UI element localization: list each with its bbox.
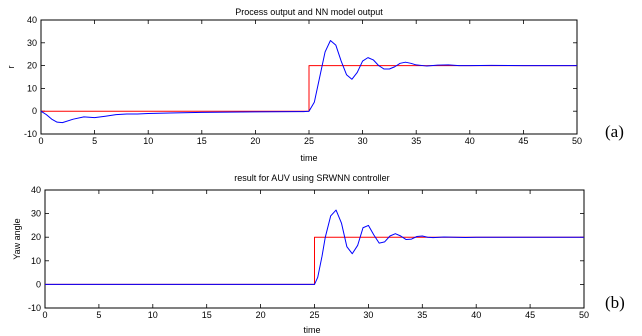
chart-b-y-tick-label: 30 bbox=[31, 209, 41, 219]
chart-a-x-ticks: 0 5 10 15 20 25 30 35 40 45 50 bbox=[38, 20, 582, 146]
chart-b-xlabel: time bbox=[303, 325, 320, 335]
chart-a-x-tick-label: 5 bbox=[92, 136, 97, 146]
chart-b-x-tick-label: 50 bbox=[579, 310, 589, 320]
chart-a: Process output and NN model output time … bbox=[6, 7, 624, 163]
chart-b-x-tick-label: 5 bbox=[96, 310, 101, 320]
chart-b-x-tick-label: 35 bbox=[417, 310, 427, 320]
chart-b-y-tick-label: 10 bbox=[31, 256, 41, 266]
chart-a-x-tick-label: 20 bbox=[250, 136, 260, 146]
chart-a-xlabel: time bbox=[300, 153, 317, 163]
chart-b-x-tick-label: 30 bbox=[363, 310, 373, 320]
chart-a-x-tick-label: 25 bbox=[304, 136, 314, 146]
chart-a-ylabel: r bbox=[6, 66, 16, 69]
chart-a-y-tick-label: 30 bbox=[27, 38, 37, 48]
chart-b-y-tick-label: 0 bbox=[36, 279, 41, 289]
chart-a-x-tick-label: 45 bbox=[518, 136, 528, 146]
chart-b-series-response-line bbox=[45, 209, 584, 285]
chart-a-x-tick-label: 50 bbox=[572, 136, 582, 146]
chart-a-y-tick-label: 40 bbox=[27, 15, 37, 25]
chart-b-x-tick-label: 10 bbox=[148, 310, 158, 320]
chart-b-x-tick-label: 15 bbox=[202, 310, 212, 320]
chart-b-x-ticks: 0 5 10 15 20 25 30 35 40 45 50 bbox=[42, 190, 589, 320]
chart-b: result for AUV using SRWNN controller ti… bbox=[12, 173, 625, 335]
chart-b-y-tick-label: 20 bbox=[31, 232, 41, 242]
chart-a-title: Process output and NN model output bbox=[235, 7, 383, 17]
chart-a-x-tick-label: 15 bbox=[197, 136, 207, 146]
chart-a-y-tick-label: 10 bbox=[27, 83, 37, 93]
chart-a-y-tick-label: 20 bbox=[27, 61, 37, 71]
chart-a-series-reference-line bbox=[41, 65, 577, 112]
chart-a-series-response-line bbox=[40, 40, 577, 124]
chart-a-x-tick-label: 10 bbox=[143, 136, 153, 146]
chart-b-x-tick-label: 0 bbox=[42, 310, 47, 320]
chart-b-series bbox=[45, 209, 584, 285]
chart-b-y-tick-label: 40 bbox=[31, 185, 41, 195]
chart-a-x-tick-label: 40 bbox=[465, 136, 475, 146]
chart-a-panel-label: (a) bbox=[605, 122, 624, 141]
chart-b-x-tick-label: 20 bbox=[256, 310, 266, 320]
chart-b-y-tick-label: -10 bbox=[28, 303, 41, 313]
chart-a-x-tick-label: 30 bbox=[358, 136, 368, 146]
chart-b-x-tick-label: 40 bbox=[471, 310, 481, 320]
chart-b-title: result for AUV using SRWNN controller bbox=[234, 173, 389, 183]
chart-b-x-tick-label: 25 bbox=[309, 310, 319, 320]
chart-a-x-tick-label: 35 bbox=[411, 136, 421, 146]
chart-a-y-tick-label: -10 bbox=[24, 129, 37, 139]
chart-a-series bbox=[40, 40, 577, 124]
chart-a-x-tick-label: 0 bbox=[38, 136, 43, 146]
chart-b-ylabel: Yaw angle bbox=[12, 218, 22, 259]
chart-b-panel-label: (b) bbox=[605, 293, 625, 312]
chart-b-x-tick-label: 45 bbox=[525, 310, 535, 320]
chart-a-y-tick-label: 0 bbox=[32, 106, 37, 116]
